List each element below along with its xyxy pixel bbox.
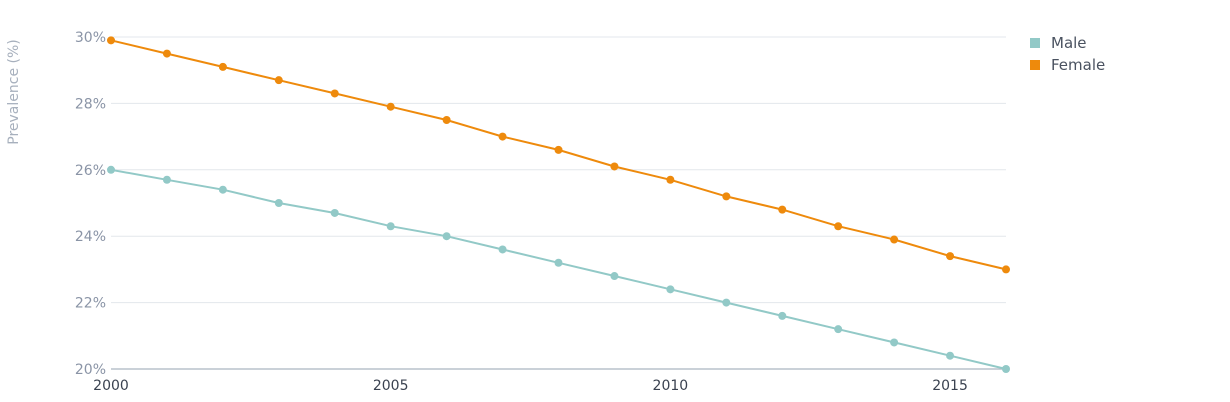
data-point-male — [610, 272, 619, 281]
data-point-male — [946, 351, 955, 360]
data-point-male — [386, 222, 395, 231]
legend: Male Female — [1030, 32, 1105, 76]
data-point-female — [834, 222, 843, 231]
data-point-female — [442, 116, 451, 124]
y-tick-label: 28% — [75, 96, 106, 112]
data-point-female — [722, 192, 731, 201]
data-point-male — [442, 232, 451, 241]
data-point-female — [274, 76, 283, 85]
y-tick-label: 26% — [75, 163, 106, 179]
data-point-female — [1002, 265, 1010, 274]
data-point-male — [498, 245, 507, 254]
data-point-male — [330, 208, 339, 217]
series-group — [107, 36, 1010, 373]
data-point-female — [218, 62, 227, 71]
legend-label: Female — [1051, 56, 1106, 74]
series-line-male — [110, 168, 1007, 370]
data-point-male — [890, 338, 899, 347]
data-point-female — [162, 49, 171, 58]
data-point-female — [778, 205, 787, 214]
series-female — [107, 36, 1010, 274]
data-point-female — [107, 36, 115, 45]
legend-item-female: Female — [1030, 54, 1105, 76]
data-point-female — [498, 132, 507, 141]
y-axis-label: Prevalence (%) — [6, 39, 22, 145]
x-tick-label: 2000 — [93, 378, 129, 394]
data-point-female — [666, 175, 675, 184]
legend-label: Male — [1051, 34, 1087, 52]
data-point-male — [666, 285, 675, 294]
data-point-female — [330, 89, 339, 98]
data-point-female — [554, 145, 563, 154]
series-line-female — [110, 39, 1007, 271]
x-tick-label: 2010 — [653, 378, 689, 394]
data-point-male — [274, 199, 283, 207]
data-point-female — [890, 235, 899, 244]
data-point-male — [554, 258, 563, 267]
legend-swatch — [1030, 38, 1040, 48]
series-male — [107, 165, 1010, 373]
data-point-male — [778, 311, 787, 320]
x-axis-ticks: 2000 2005 2010 2015 — [93, 378, 968, 394]
y-tick-label: 30% — [75, 30, 106, 46]
data-point-female — [386, 102, 395, 111]
legend-swatch — [1030, 60, 1040, 70]
x-tick-label: 2015 — [932, 378, 968, 394]
legend-item-male: Male — [1030, 32, 1105, 54]
data-point-female — [610, 162, 619, 171]
y-axis-ticks: 20% 22% 24% 26% 28% 30% — [75, 30, 106, 378]
data-point-male — [107, 165, 115, 174]
data-point-male — [218, 185, 227, 194]
y-tick-label: 22% — [75, 296, 106, 312]
y-tick-label: 20% — [75, 362, 106, 378]
x-tick-label: 2005 — [373, 378, 409, 394]
data-point-female — [946, 252, 955, 261]
data-point-male — [1002, 365, 1010, 373]
data-point-male — [162, 175, 171, 184]
y-tick-label: 24% — [75, 229, 106, 245]
data-point-male — [722, 298, 731, 307]
data-point-male — [834, 325, 843, 334]
gridlines — [111, 36, 1006, 370]
